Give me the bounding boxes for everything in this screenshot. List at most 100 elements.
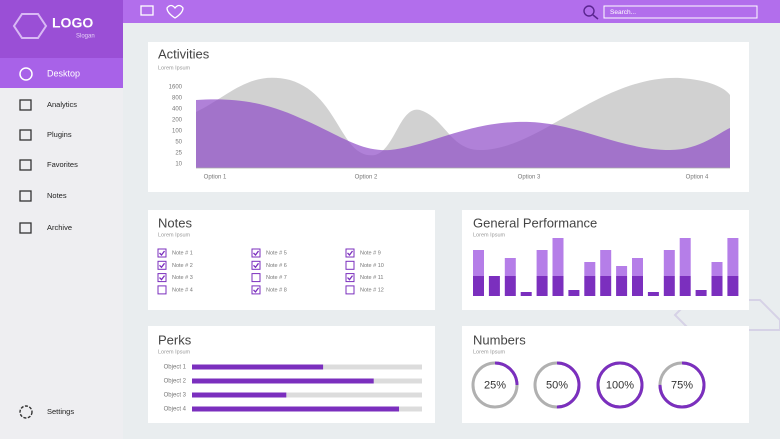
checkbox[interactable] — [157, 273, 167, 283]
icon[interactable] — [166, 4, 184, 19]
y-tick-label: 1600 — [169, 85, 183, 91]
panel-title: Activities — [158, 46, 210, 61]
y-tick-label: 800 — [172, 96, 183, 102]
perk-label: Object 4 — [164, 407, 187, 413]
bar-segment — [600, 250, 612, 276]
panel — [148, 210, 435, 310]
checkbox[interactable] — [157, 248, 167, 258]
checkmark — [347, 275, 354, 281]
logo-icon — [12, 13, 48, 39]
x-tick-label: Option 2 — [355, 175, 378, 181]
bar-segment — [473, 276, 484, 296]
icon — [19, 67, 33, 81]
bar-segment — [584, 262, 596, 276]
bar-segment — [711, 276, 723, 296]
y-tick-label: 200 — [172, 118, 183, 124]
note-label: Note # 10 — [360, 263, 384, 269]
ring-label: 100% — [606, 379, 634, 391]
menu-item[interactable]: Analytics — [47, 100, 77, 109]
bar-segment — [616, 266, 628, 276]
bar-segment — [695, 290, 707, 296]
icon — [19, 222, 32, 234]
bar-segment — [727, 276, 739, 296]
bar-segment — [568, 290, 580, 296]
bar-segment — [632, 276, 643, 296]
checkmark — [159, 275, 166, 281]
bar-segment — [647, 292, 659, 296]
note-label: Note # 8 — [266, 287, 287, 293]
panel-subtitle: Lorem Ipsum — [158, 65, 191, 71]
perk-label: Object 2 — [164, 379, 187, 385]
perk-label: Object 1 — [164, 365, 187, 371]
panel-subtitle: Lorem Ipsum — [158, 232, 191, 238]
checkbox[interactable] — [251, 285, 261, 295]
icon[interactable] — [140, 5, 154, 16]
topbar — [123, 0, 780, 23]
checkbox[interactable] — [251, 248, 261, 258]
note-label: Note # 7 — [266, 275, 287, 281]
menu-item[interactable]: Archive — [47, 223, 72, 232]
checkmark — [159, 250, 166, 256]
progress — [192, 392, 287, 398]
note-label: Note # 6 — [266, 263, 287, 269]
bar-segment — [504, 258, 516, 276]
menu-item[interactable]: Desktop — [47, 68, 80, 78]
search-placeholder: Search... — [610, 9, 636, 16]
checkbox[interactable] — [345, 260, 355, 270]
bar-segment — [711, 262, 723, 276]
bar-segment — [679, 238, 691, 276]
y-tick-label: 100 — [172, 129, 183, 135]
track — [192, 392, 422, 398]
ring-progress — [471, 361, 519, 409]
bar-segment — [536, 276, 548, 296]
x-tick-label: Option 4 — [686, 175, 709, 181]
checkbox[interactable] — [157, 285, 167, 295]
bar-segment — [727, 238, 739, 276]
bar-segment — [584, 276, 596, 296]
ring-label: 50% — [546, 379, 568, 391]
panel-title: General Performance — [473, 215, 597, 230]
menu-item[interactable]: Notes — [47, 191, 67, 200]
checkmark — [253, 250, 260, 256]
progress — [192, 364, 324, 370]
icon — [19, 405, 33, 419]
bar-segment — [552, 238, 564, 276]
y-tick-label: 25 — [175, 151, 182, 157]
y-tick-label: 50 — [175, 140, 182, 146]
checkbox[interactable] — [157, 260, 167, 270]
panel-subtitle: Lorem Ipsum — [158, 349, 191, 355]
note-label: Note # 1 — [172, 250, 193, 256]
search-icon[interactable] — [583, 5, 595, 17]
checkmark — [347, 250, 354, 256]
ring-label: 25% — [484, 379, 506, 391]
menu-item[interactable]: Favorites — [47, 160, 78, 169]
note-label: Note # 2 — [172, 263, 193, 269]
checkbox[interactable] — [251, 260, 261, 270]
search-icon — [592, 14, 599, 20]
bar-segment — [663, 276, 675, 296]
area — [196, 99, 730, 168]
perk-label: Object 3 — [164, 393, 187, 399]
checkbox[interactable] — [345, 273, 355, 283]
bar-segment — [663, 250, 675, 276]
menu-item[interactable]: Plugins — [47, 130, 72, 139]
icon — [19, 159, 32, 171]
checkbox[interactable] — [345, 248, 355, 258]
checkbox[interactable] — [345, 285, 355, 295]
icon — [19, 129, 32, 141]
menu-item[interactable]: Settings — [47, 407, 74, 416]
note-label: Note # 5 — [266, 250, 287, 256]
ring-progress — [596, 361, 644, 409]
progress — [192, 378, 374, 384]
ring-progress — [658, 361, 706, 409]
search-box[interactable] — [603, 5, 758, 19]
slogan: Slogan — [76, 34, 95, 40]
ring-label: 75% — [671, 379, 693, 391]
panel-subtitle: Lorem Ipsum — [473, 349, 506, 355]
y-tick-label: 400 — [172, 107, 183, 113]
bar-segment — [504, 276, 516, 296]
note-label: Note # 3 — [172, 275, 193, 281]
note-label: Note # 11 — [360, 275, 383, 281]
checkbox[interactable] — [251, 273, 261, 283]
